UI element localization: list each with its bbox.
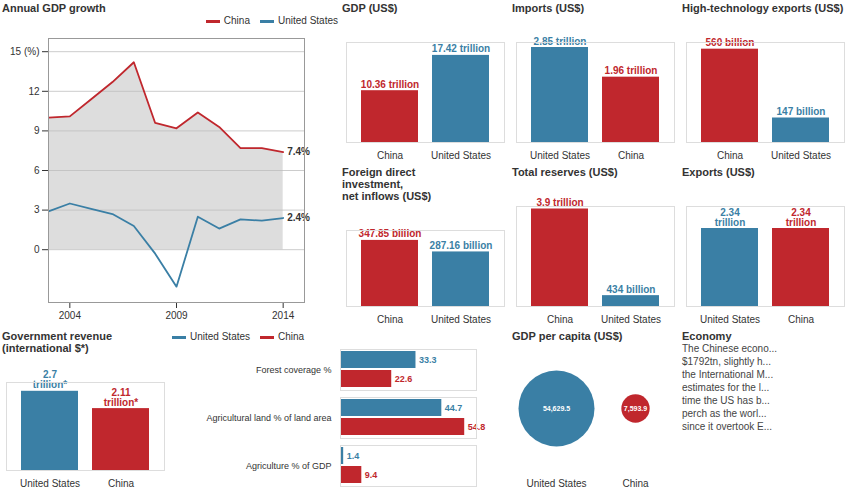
html-text:China: China bbox=[223, 15, 250, 26]
svg-text:United States: United States bbox=[431, 150, 491, 161]
svg-text:1.96 trillion: 1.96 trillion bbox=[605, 65, 658, 76]
svg-text:2.4%: 2.4% bbox=[287, 212, 310, 223]
svg-text:434 billion: 434 billion bbox=[607, 284, 656, 295]
svg-text:United States: United States bbox=[601, 314, 661, 325]
svg-text:287.16 billion: 287.16 billion bbox=[430, 240, 493, 251]
svg-text:3: 3 bbox=[34, 204, 40, 215]
svg-text:2.85 trillion: 2.85 trillion bbox=[534, 36, 587, 47]
html-text:China: China bbox=[278, 331, 305, 342]
svg-text:2.34trillion: 2.34trillion bbox=[786, 207, 817, 228]
svg-text:6: 6 bbox=[34, 165, 40, 176]
html-text:United States: United States bbox=[278, 15, 338, 26]
svg-text:10.36 trillion: 10.36 trillion bbox=[361, 79, 419, 90]
svg-text:17.42 trillion: 17.42 trillion bbox=[432, 43, 490, 54]
svg-text:7,593.9: 7,593.9 bbox=[624, 405, 647, 413]
html-text:Economy: Economy bbox=[682, 330, 732, 342]
html-text:since it overtook E...: since it overtook E... bbox=[682, 421, 772, 432]
html-text:the International M...: the International M... bbox=[682, 369, 774, 380]
svg-text:China: China bbox=[788, 314, 815, 325]
svg-text:China: China bbox=[108, 478, 135, 489]
html-text:GDP per capita (US$): GDP per capita (US$) bbox=[512, 330, 623, 342]
svg-text:560 billion: 560 billion bbox=[705, 37, 755, 49]
svg-text:33.3: 33.3 bbox=[419, 355, 437, 365]
svg-text:China: China bbox=[377, 150, 404, 161]
svg-text:347.85 billion: 347.85 billion bbox=[358, 228, 422, 240]
html-text:time the US has b...: time the US has b... bbox=[682, 395, 770, 406]
svg-text:15 (%): 15 (%) bbox=[10, 46, 39, 57]
svg-text:2014: 2014 bbox=[272, 310, 295, 321]
html-text:$1792tn, slightly h...: $1792tn, slightly h... bbox=[682, 356, 771, 367]
svg-text:China: China bbox=[547, 314, 574, 325]
svg-text:United States: United States bbox=[700, 314, 760, 325]
html-text:GDP (US$): GDP (US$) bbox=[342, 2, 398, 14]
html-text:High-technology exports (US$): High-technology exports (US$) bbox=[682, 2, 844, 14]
svg-text:United States: United States bbox=[526, 478, 586, 489]
svg-text:Forest coverage %: Forest coverage % bbox=[256, 365, 332, 375]
html-text:Imports (US$): Imports (US$) bbox=[512, 2, 585, 14]
svg-text:54,629.5: 54,629.5 bbox=[543, 405, 570, 413]
svg-text:United States: United States bbox=[530, 150, 590, 161]
svg-text:44.7: 44.7 bbox=[445, 403, 463, 413]
svg-text:2.7trillion*: 2.7trillion* bbox=[33, 369, 68, 390]
html-text:Annual GDP growth: Annual GDP growth bbox=[2, 2, 106, 14]
svg-text:Agriculture % of GDP: Agriculture % of GDP bbox=[246, 461, 332, 471]
svg-text:0: 0 bbox=[34, 244, 40, 255]
html-text:estimates for the l...: estimates for the l... bbox=[682, 382, 770, 393]
svg-text:Agricultural land % of land ar: Agricultural land % of land area bbox=[206, 413, 331, 423]
svg-text:China: China bbox=[377, 314, 404, 325]
html-text:Government revenue (internatio: Government revenue (international $*) bbox=[2, 330, 112, 354]
svg-text:China: China bbox=[717, 150, 744, 161]
html-text:Foreign direct investment, net: Foreign direct investment, net inflows (… bbox=[342, 166, 432, 202]
html-text:The Chinese econo...: The Chinese econo... bbox=[682, 343, 778, 354]
svg-text:9: 9 bbox=[34, 125, 40, 136]
svg-text:9.4: 9.4 bbox=[365, 470, 378, 480]
svg-text:China: China bbox=[622, 478, 649, 489]
svg-text:United States: United States bbox=[431, 314, 491, 325]
svg-text:China: China bbox=[618, 150, 645, 161]
svg-text:2.34trillion: 2.34trillion bbox=[715, 207, 746, 228]
svg-text:12: 12 bbox=[28, 86, 40, 97]
svg-text:1.4: 1.4 bbox=[347, 451, 360, 461]
svg-text:54.8: 54.8 bbox=[467, 421, 486, 432]
svg-text:United States: United States bbox=[771, 150, 831, 161]
svg-text:22.6: 22.6 bbox=[395, 374, 413, 384]
svg-text:United States: United States bbox=[20, 478, 80, 489]
svg-text:2009: 2009 bbox=[165, 310, 188, 321]
html-text:perch as the worl...: perch as the worl... bbox=[682, 408, 767, 419]
svg-text:2.11trillion*: 2.11trillion* bbox=[104, 387, 139, 408]
html-text:Exports (US$): Exports (US$) bbox=[682, 166, 755, 178]
svg-text:2004: 2004 bbox=[59, 310, 82, 321]
html-text:Total reserves (US$): Total reserves (US$) bbox=[512, 166, 618, 178]
html-text:United States: United States bbox=[190, 331, 250, 342]
svg-text:147 billion: 147 billion bbox=[777, 106, 826, 117]
svg-text:7.4%: 7.4% bbox=[287, 146, 310, 157]
svg-text:3.9 trillion: 3.9 trillion bbox=[536, 197, 584, 208]
